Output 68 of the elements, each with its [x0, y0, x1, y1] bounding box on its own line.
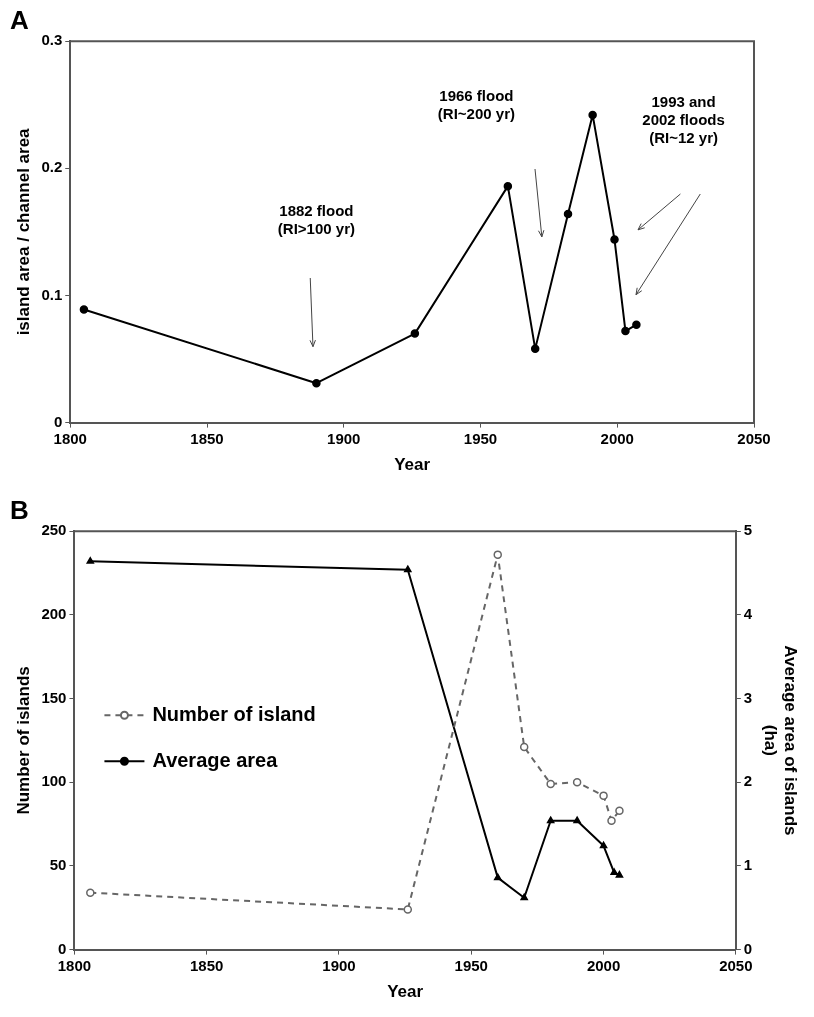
- x-tick-label: 2050: [737, 429, 771, 447]
- point: [86, 888, 95, 897]
- x-tick-label: 2000: [586, 956, 621, 974]
- x-tick-label: 1850: [190, 956, 224, 974]
- y-tick-label: 50: [49, 856, 67, 874]
- point: [493, 873, 502, 881]
- point: [410, 329, 420, 338]
- legend-label: Average area: [152, 748, 279, 771]
- point: [546, 779, 555, 789]
- point: [573, 816, 581, 824]
- y-tick-label: 250: [41, 521, 67, 539]
- y2-tick-label: 2: [743, 772, 753, 790]
- y-tick-label: 0.1: [41, 285, 63, 303]
- y-tick-label: 0.2: [41, 158, 63, 176]
- point: [572, 777, 582, 787]
- x-tick-label: 1800: [57, 956, 92, 974]
- point: [621, 326, 630, 336]
- x-axis-title: Year: [387, 982, 424, 1002]
- point: [312, 378, 321, 388]
- y-tick-label: 100: [41, 772, 67, 790]
- y2-tick-label: 3: [743, 688, 753, 706]
- x-tick-label: 1900: [327, 429, 361, 447]
- y-axis-title: Number of islands: [13, 666, 33, 815]
- annotation: 1993 and 2002 floods (RI~12 yr): [642, 93, 725, 147]
- point: [632, 320, 641, 329]
- point: [404, 565, 412, 573]
- point: [493, 550, 502, 559]
- x-tick-label: 2050: [719, 956, 753, 974]
- legend-label: Number of island: [152, 702, 316, 725]
- annotation: 1966 flood (RI~200 yr): [437, 87, 515, 123]
- point: [503, 181, 513, 191]
- point: [519, 742, 529, 752]
- point: [520, 893, 528, 901]
- chart-title: A: [10, 4, 29, 35]
- y-tick-label: 0: [53, 412, 63, 430]
- point: [403, 905, 413, 914]
- point: [86, 557, 95, 564]
- point: [530, 344, 540, 354]
- chart-title: B: [10, 494, 29, 525]
- y-axis-title: island area / channel area: [13, 127, 33, 336]
- y2-tick-label: 1: [743, 856, 753, 874]
- point: [588, 110, 597, 120]
- x-tick-label: 1800: [53, 429, 87, 447]
- y2-axis-title: Average area of islands (ha): [760, 645, 801, 836]
- point: [599, 841, 608, 849]
- point: [610, 235, 619, 244]
- y2-tick-label: 5: [743, 521, 753, 539]
- x-tick-label: 1850: [190, 429, 224, 447]
- x-tick-label: 1900: [322, 956, 356, 974]
- y2-tick-label: 0: [743, 939, 753, 957]
- y-tick-label: 150: [41, 688, 67, 706]
- x-tick-label: 2000: [600, 429, 634, 447]
- annotation: 1882 flood (RI>100 yr): [277, 201, 355, 237]
- x-axis-title: Year: [394, 455, 431, 475]
- point: [615, 806, 624, 815]
- point: [546, 816, 555, 824]
- point: [607, 816, 616, 825]
- point: [599, 791, 608, 800]
- point: [563, 209, 573, 219]
- y-tick-label: 0: [58, 939, 67, 957]
- y2-tick-label: 4: [743, 605, 753, 623]
- y-tick-label: 200: [41, 605, 67, 623]
- point: [610, 868, 618, 876]
- point: [79, 305, 89, 314]
- point: [615, 870, 624, 878]
- x-tick-label: 1950: [454, 956, 488, 974]
- x-tick-label: 1950: [463, 429, 498, 447]
- y-tick-label: 0.3: [41, 31, 63, 49]
